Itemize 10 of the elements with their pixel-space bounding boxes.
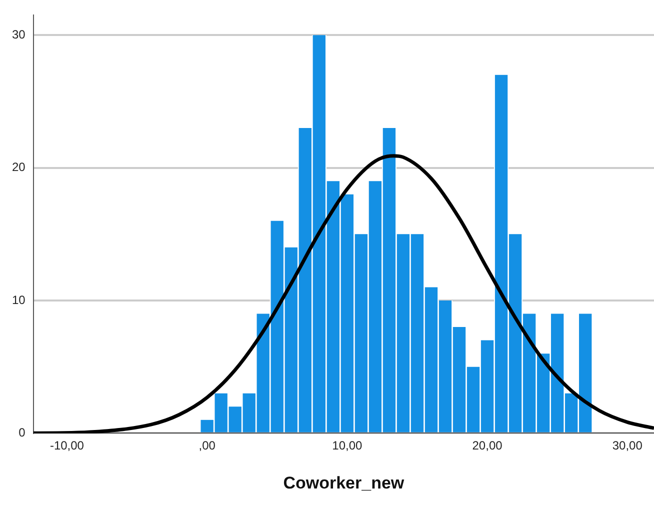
y-tick-label: 20	[12, 160, 26, 174]
x-tick-label: 30,00	[612, 438, 643, 453]
y-tick-label: 30	[12, 27, 26, 42]
y-tick-label: 10	[12, 292, 26, 307]
x-tick-label: 10,00	[332, 438, 363, 453]
x-tick-label: -10,00	[50, 438, 84, 453]
x-tick-label: ,00	[198, 438, 216, 453]
x-tick-label: 20,00	[472, 438, 503, 453]
y-tick-label: 0	[18, 426, 26, 440]
x-axis-title: Coworker_new	[283, 473, 405, 492]
